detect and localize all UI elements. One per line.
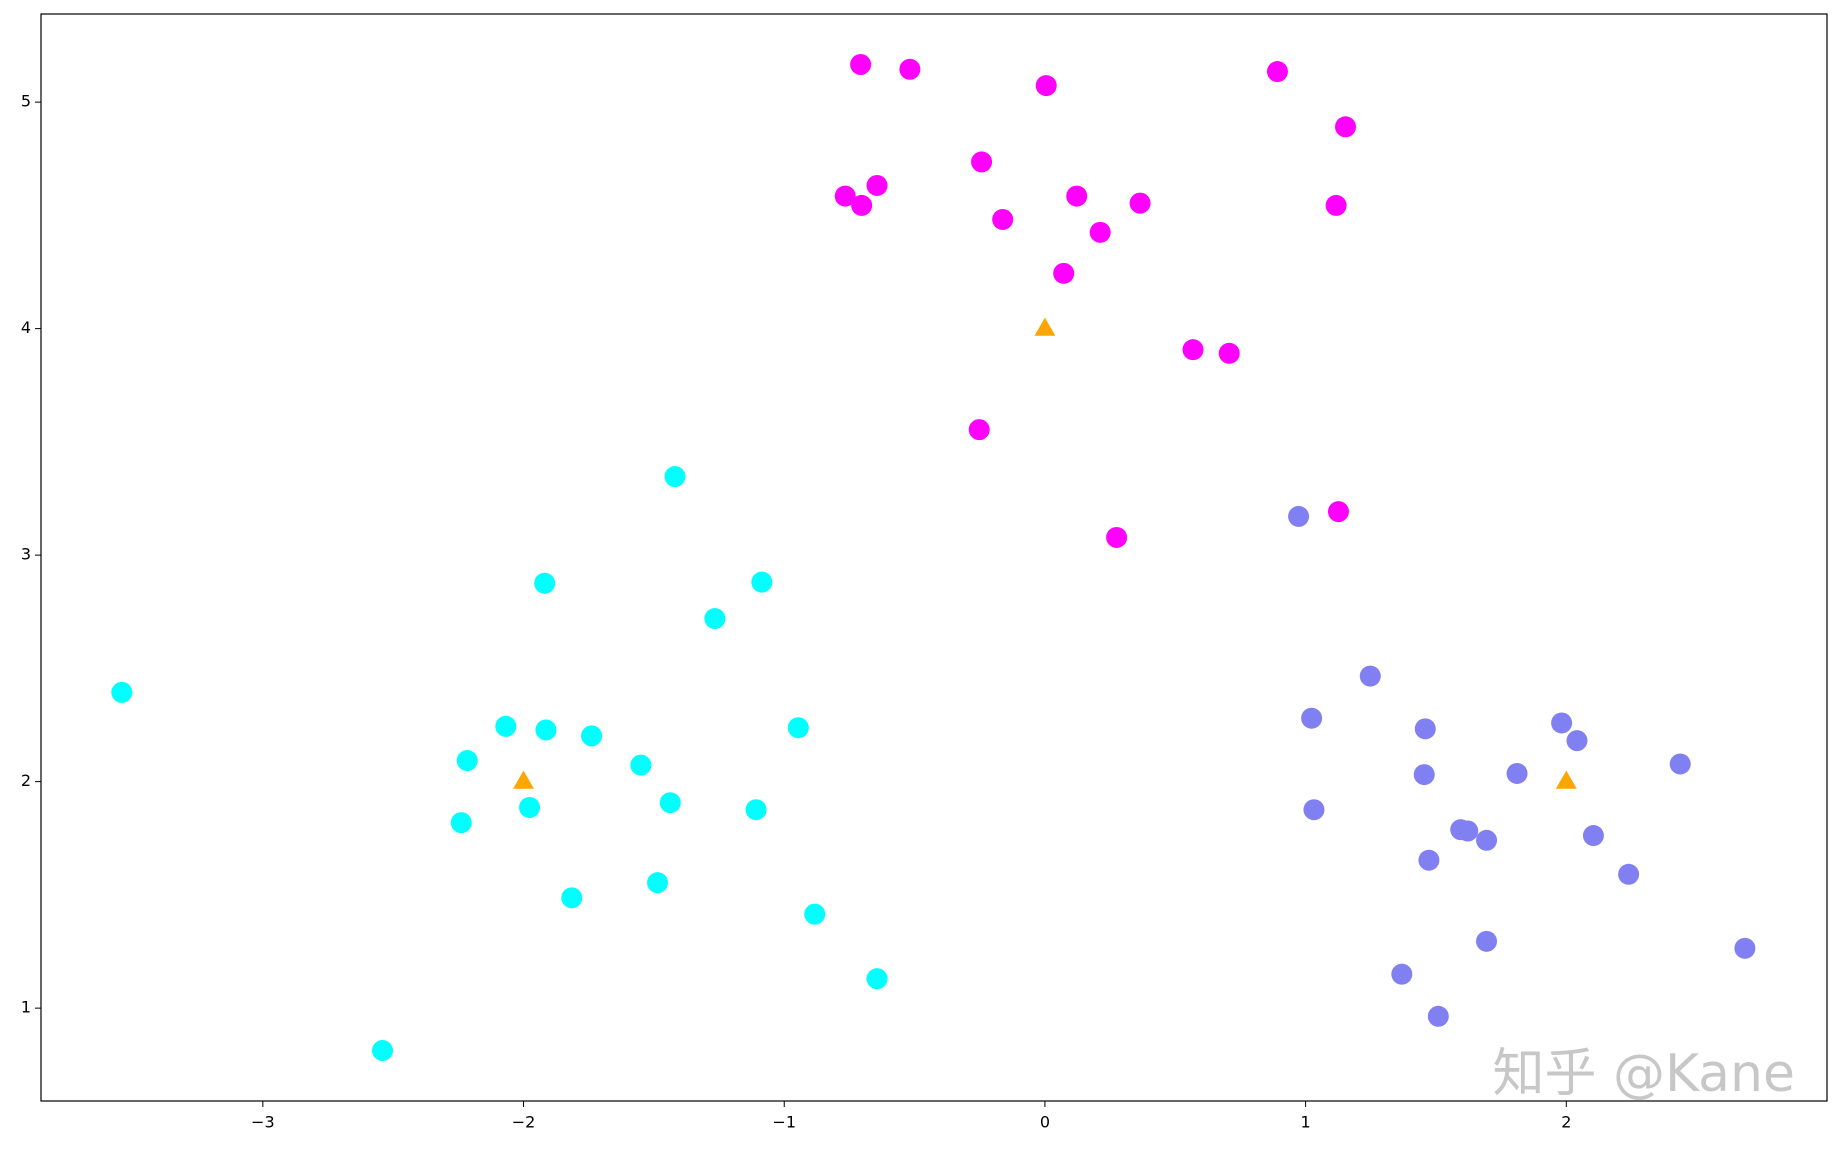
point bbox=[372, 1039, 394, 1061]
point bbox=[1476, 829, 1498, 851]
point bbox=[1427, 1005, 1449, 1027]
point bbox=[1551, 712, 1573, 734]
x-tick-label: 2 bbox=[1561, 1113, 1571, 1132]
point bbox=[456, 750, 478, 772]
centroid-marker bbox=[513, 770, 534, 789]
point bbox=[866, 968, 888, 990]
x-tick-label: −3 bbox=[251, 1113, 275, 1132]
point bbox=[1335, 116, 1357, 138]
x-tick-label: 1 bbox=[1301, 1113, 1311, 1132]
point bbox=[111, 681, 133, 703]
point bbox=[630, 754, 652, 776]
point bbox=[1618, 863, 1640, 885]
point bbox=[787, 717, 809, 739]
point bbox=[535, 719, 557, 741]
y-tick-label: 1 bbox=[21, 998, 31, 1017]
y-tick-label: 5 bbox=[21, 92, 31, 111]
x-tick-label: −1 bbox=[772, 1113, 796, 1132]
plot-frame bbox=[40, 13, 1828, 1102]
point bbox=[1106, 526, 1128, 548]
point bbox=[1391, 963, 1413, 985]
point bbox=[1129, 192, 1151, 214]
point bbox=[866, 174, 888, 196]
point bbox=[534, 572, 556, 594]
point bbox=[581, 725, 603, 747]
y-tick-label: 2 bbox=[21, 771, 31, 790]
point bbox=[1582, 825, 1604, 847]
y-tick-label: 4 bbox=[21, 318, 31, 337]
point bbox=[1414, 718, 1436, 740]
point bbox=[1035, 75, 1057, 97]
point bbox=[968, 419, 990, 441]
point bbox=[1301, 707, 1323, 729]
watermark: 知乎 @Kane bbox=[1492, 1044, 1795, 1104]
point bbox=[971, 151, 993, 173]
point bbox=[704, 608, 726, 630]
point bbox=[850, 54, 872, 76]
point bbox=[851, 194, 873, 216]
point bbox=[1418, 849, 1440, 871]
point bbox=[450, 812, 472, 834]
point bbox=[1413, 764, 1435, 786]
point bbox=[1218, 342, 1240, 364]
point bbox=[751, 571, 773, 593]
point bbox=[1327, 501, 1349, 523]
point bbox=[1476, 930, 1498, 952]
point bbox=[1288, 505, 1310, 527]
point bbox=[1506, 762, 1528, 784]
point bbox=[1066, 185, 1088, 207]
point bbox=[1089, 221, 1111, 243]
point bbox=[992, 208, 1014, 230]
point bbox=[1669, 753, 1691, 775]
point bbox=[561, 887, 583, 909]
point bbox=[519, 796, 541, 818]
point bbox=[1457, 820, 1479, 842]
point bbox=[1734, 937, 1756, 959]
point bbox=[1182, 339, 1204, 361]
point bbox=[495, 715, 517, 737]
point bbox=[899, 58, 921, 80]
point bbox=[804, 903, 826, 925]
x-tick-label: 0 bbox=[1040, 1113, 1050, 1132]
point bbox=[1566, 730, 1588, 752]
point bbox=[1303, 799, 1325, 821]
point bbox=[834, 185, 856, 207]
centroid-marker bbox=[1034, 317, 1056, 336]
point bbox=[647, 872, 669, 894]
point bbox=[1053, 262, 1075, 284]
point bbox=[1266, 61, 1288, 83]
point bbox=[1359, 665, 1381, 687]
x-tick-label: −2 bbox=[512, 1113, 536, 1132]
centroid-marker bbox=[1555, 770, 1577, 789]
point bbox=[745, 799, 767, 821]
point bbox=[1325, 194, 1347, 216]
point bbox=[659, 792, 681, 814]
point bbox=[664, 466, 686, 488]
y-tick-label: 3 bbox=[21, 545, 31, 564]
